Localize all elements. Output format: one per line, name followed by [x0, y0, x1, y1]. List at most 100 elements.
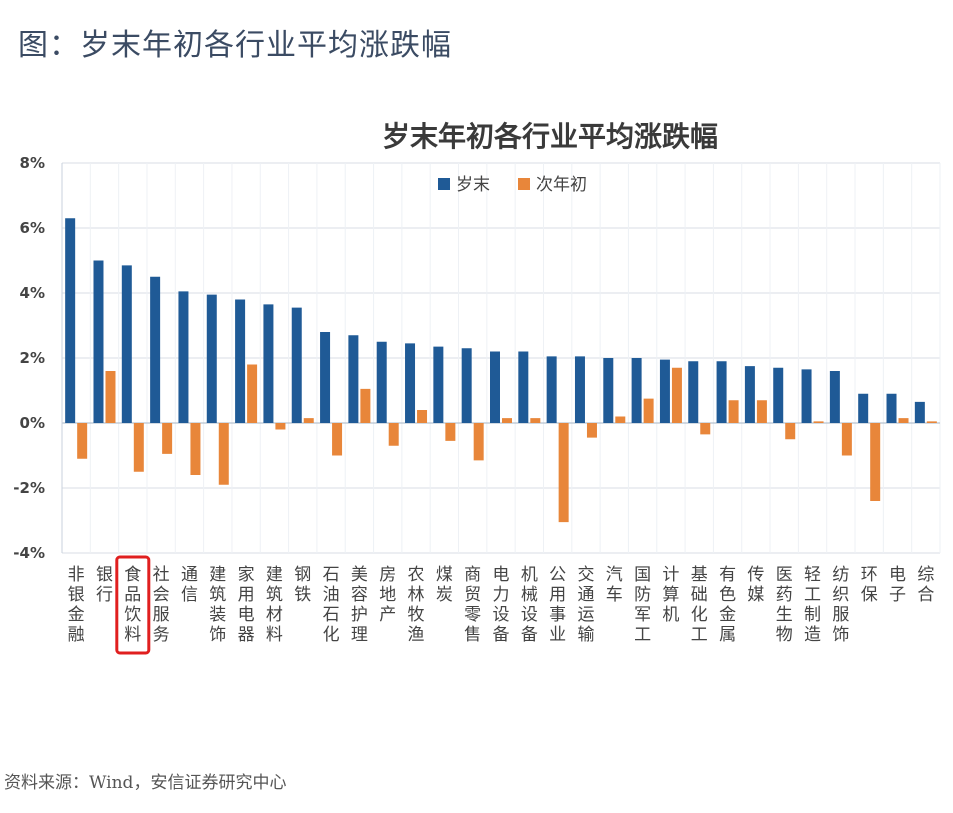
- legend: 岁末 次年初: [438, 175, 587, 195]
- bar-series1-15: [490, 351, 500, 423]
- bar-series1-20: [631, 358, 642, 423]
- bars: [65, 218, 937, 523]
- bar-series1-7: [263, 304, 274, 423]
- x-category-label: 有色金属: [719, 565, 736, 645]
- bar-series1-17: [546, 356, 557, 423]
- bar-series2-28: [870, 423, 881, 501]
- highlight-box: [115, 555, 151, 655]
- bar-series2-29: [898, 418, 909, 423]
- bar-series1-10: [348, 335, 359, 423]
- x-category-label: 银行: [96, 565, 113, 605]
- x-category-label: 农林牧渔: [408, 565, 425, 645]
- y-tick-label: 2%: [20, 349, 45, 367]
- bar-series1-28: [858, 393, 869, 423]
- bar-series2-22: [700, 423, 711, 435]
- bar-series1-25: [773, 367, 784, 423]
- bar-series1-5: [206, 294, 217, 423]
- x-category-label: 公用事业: [549, 565, 566, 645]
- legend-label-series1: 岁末: [456, 175, 490, 195]
- bar-series2-27: [841, 423, 852, 456]
- x-category-label: 非银金融: [68, 565, 85, 645]
- bar-series2-19: [615, 416, 626, 423]
- x-category-label: 社会服务: [153, 565, 170, 645]
- bar-series1-0: [65, 218, 76, 423]
- bar-series2-15: [502, 418, 512, 423]
- bar-series2-9: [332, 423, 343, 456]
- bar-series2-26: [813, 421, 824, 423]
- x-category-label: 电子: [889, 565, 906, 605]
- bar-series2-5: [218, 423, 229, 485]
- bar-series2-16: [530, 418, 541, 423]
- bar-series2-23: [728, 400, 739, 423]
- bar-series2-24: [756, 400, 767, 423]
- bar-series1-4: [178, 291, 189, 423]
- bar-series1-30: [914, 401, 925, 423]
- bar-series1-23: [716, 361, 727, 423]
- x-category-label: 计算机: [662, 565, 679, 625]
- bar-series1-6: [235, 299, 246, 423]
- bar-series2-18: [586, 423, 597, 438]
- bar-series2-0: [77, 423, 88, 459]
- x-category-label: 基础化工: [691, 565, 708, 645]
- grid-lines: [61, 162, 941, 554]
- bar-series1-19: [603, 358, 614, 423]
- bar-series1-27: [829, 371, 840, 423]
- bar-series1-13: [433, 346, 444, 423]
- x-category-label: 美容护理: [351, 565, 368, 645]
- legend-swatch-series2: [518, 178, 530, 190]
- x-category-label: 传媒: [747, 565, 764, 605]
- bar-series2-2: [133, 423, 144, 472]
- bar-series1-1: [93, 260, 104, 423]
- bar-series1-8: [291, 307, 302, 423]
- bar-series2-11: [388, 423, 399, 446]
- bar-series2-21: [671, 367, 682, 423]
- bar-series2-13: [445, 423, 456, 441]
- bar-series1-9: [320, 332, 331, 423]
- bar-series2-25: [785, 423, 796, 440]
- x-category-label: 交通运输: [577, 565, 594, 645]
- bar-series1-29: [886, 393, 897, 423]
- y-tick-label: 6%: [20, 219, 45, 237]
- x-category-label: 建筑材料: [266, 565, 283, 645]
- x-axis: 非银金融银行食品饮料社会服务通信建筑装饰家用电器建筑材料钢铁石油石化美容护理房地…: [68, 565, 935, 645]
- x-category-label: 食品饮料: [124, 565, 141, 645]
- bar-series2-17: [558, 423, 569, 523]
- x-category-label: 商贸零售: [464, 565, 481, 645]
- y-tick-label: -2%: [13, 479, 45, 497]
- bar-series1-22: [688, 361, 699, 423]
- bar-series1-16: [518, 351, 529, 423]
- bar-series1-26: [801, 369, 812, 423]
- bar-series2-6: [247, 364, 258, 423]
- x-category-label: 建筑装饰: [209, 565, 226, 645]
- bar-series2-3: [162, 423, 173, 454]
- source-note: 资料来源：Wind，安信证券研究中心: [4, 773, 287, 793]
- bar-series2-8: [303, 418, 314, 423]
- x-category-label: 环保: [861, 565, 878, 605]
- y-tick-label: -4%: [13, 544, 45, 562]
- x-category-label: 医药生物: [776, 565, 793, 645]
- bar-series2-14: [473, 423, 484, 461]
- y-tick-label: 0%: [20, 414, 45, 432]
- bar-series1-24: [744, 366, 755, 423]
- x-category-label: 电力设备: [493, 565, 510, 645]
- bar-series2-20: [643, 398, 654, 423]
- bar-series1-3: [150, 276, 161, 423]
- bar-series2-7: [275, 423, 286, 430]
- bar-series2-10: [360, 388, 371, 423]
- x-category-label: 通信: [181, 565, 198, 605]
- bar-series2-1: [105, 371, 116, 423]
- bar-series1-14: [461, 348, 472, 423]
- y-tick-label: 8%: [20, 154, 45, 172]
- bar-series1-12: [405, 343, 416, 423]
- bar-series2-12: [417, 410, 428, 423]
- x-category-label: 石油石化: [323, 565, 340, 645]
- legend-swatch-series1: [438, 178, 450, 190]
- bar-series1-2: [121, 265, 132, 423]
- x-category-label: 国防军工: [634, 565, 651, 645]
- bar-series2-30: [926, 421, 937, 423]
- highlight-rect: [115, 555, 151, 655]
- y-tick-label: 4%: [20, 284, 45, 302]
- bar-series1-18: [574, 356, 585, 423]
- bar-series1-21: [659, 359, 670, 423]
